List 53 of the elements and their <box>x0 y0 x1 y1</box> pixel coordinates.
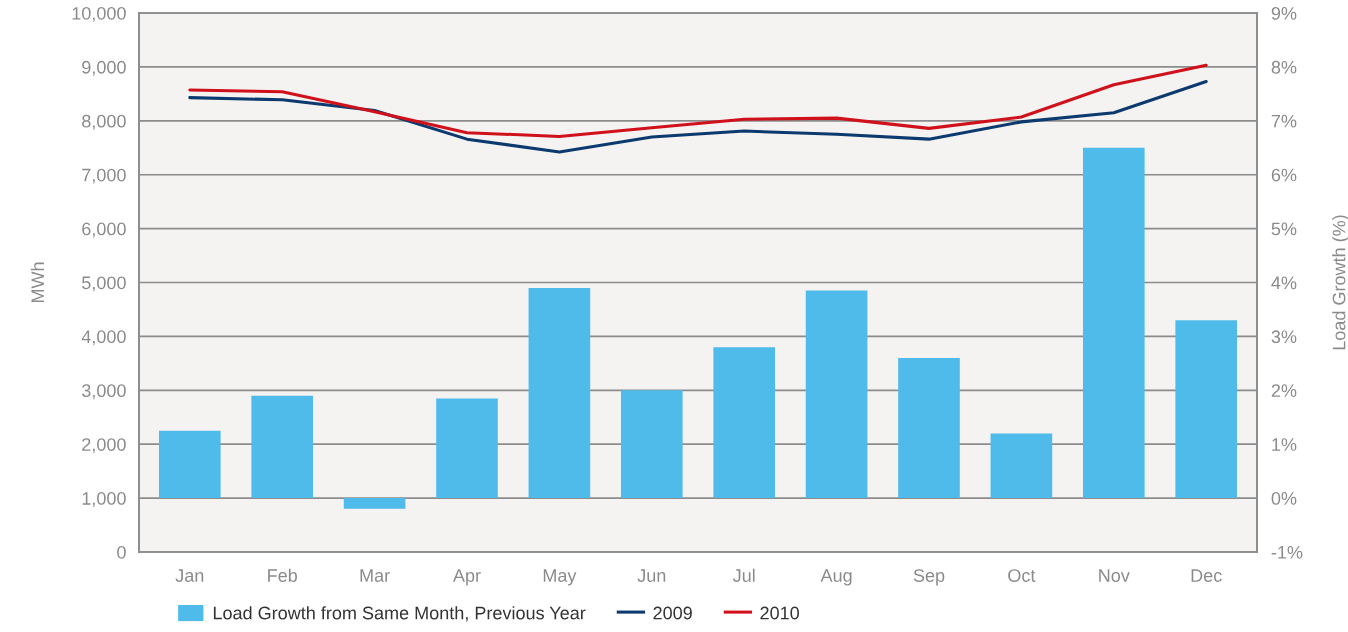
y2-tick-label: 0% <box>1271 492 1297 505</box>
bar <box>1082 147 1145 499</box>
y2-tick-label: 6% <box>1271 168 1297 182</box>
x-tick-label: Oct <box>1008 569 1036 582</box>
bar <box>620 390 683 499</box>
bar <box>528 287 591 499</box>
y2-tick-label: 4% <box>1271 276 1297 290</box>
x-tick-label: Jul <box>732 568 755 582</box>
legend-label: 2009 <box>653 606 692 620</box>
x-tick-label: Mar <box>360 569 390 582</box>
x-tick-label: Dec <box>1191 569 1222 582</box>
x-tick-label: Feb <box>268 568 297 582</box>
x-tick-label: Apr <box>452 569 481 586</box>
x-tick-label: May <box>543 569 577 586</box>
y-tick-label: 6,000 <box>82 222 126 238</box>
y2-tick-label: -1% <box>1271 546 1303 559</box>
bar <box>343 498 406 509</box>
bar <box>805 290 868 499</box>
y-tick-label: 7,000 <box>82 168 126 184</box>
x-tick-label: Sep <box>913 569 945 586</box>
y2-tick-label: 9% <box>1271 6 1297 20</box>
legend-label: 2010 <box>760 606 800 620</box>
y-tick-label: 10,000 <box>72 6 126 22</box>
y2-tick-label: 7% <box>1271 114 1297 128</box>
y-tick-label: 1,000 <box>82 492 126 507</box>
line-series <box>188 79 1208 154</box>
y2-tick-label: 8% <box>1271 60 1297 74</box>
y-tick-label: 3,000 <box>81 384 126 400</box>
y2-tick-label: 1% <box>1272 438 1297 451</box>
bar <box>990 433 1053 499</box>
bar <box>436 398 498 499</box>
bar <box>1175 320 1238 499</box>
legend-label: Load Growth from Same Month, Previous Year <box>213 606 586 622</box>
y2-tick-label: 3% <box>1271 330 1297 344</box>
bar <box>713 347 776 499</box>
y-tick-label: 8,000 <box>82 114 126 130</box>
bar <box>898 357 960 499</box>
line-series <box>188 63 1208 138</box>
x-tick-label: Aug <box>820 569 852 586</box>
y-tick-label: 5,000 <box>82 276 126 292</box>
y-tick-label: 0 <box>117 545 126 559</box>
y2-tick-label: 2% <box>1271 384 1297 397</box>
bar <box>158 430 221 499</box>
bar <box>251 395 314 499</box>
y-tick-label: 4,000 <box>81 330 126 346</box>
y-axis-title: MWh <box>30 262 44 303</box>
x-tick-label: Jun <box>637 569 666 582</box>
y2-tick-label: 5% <box>1271 222 1297 236</box>
x-tick-label: Jan <box>175 569 204 582</box>
x-tick-label: Nov <box>1099 569 1130 582</box>
y-tick-label: 9,000 <box>82 60 126 76</box>
y-tick-label: 2,000 <box>82 438 126 454</box>
y2-axis-title: Load Growth (%) <box>1332 215 1348 350</box>
